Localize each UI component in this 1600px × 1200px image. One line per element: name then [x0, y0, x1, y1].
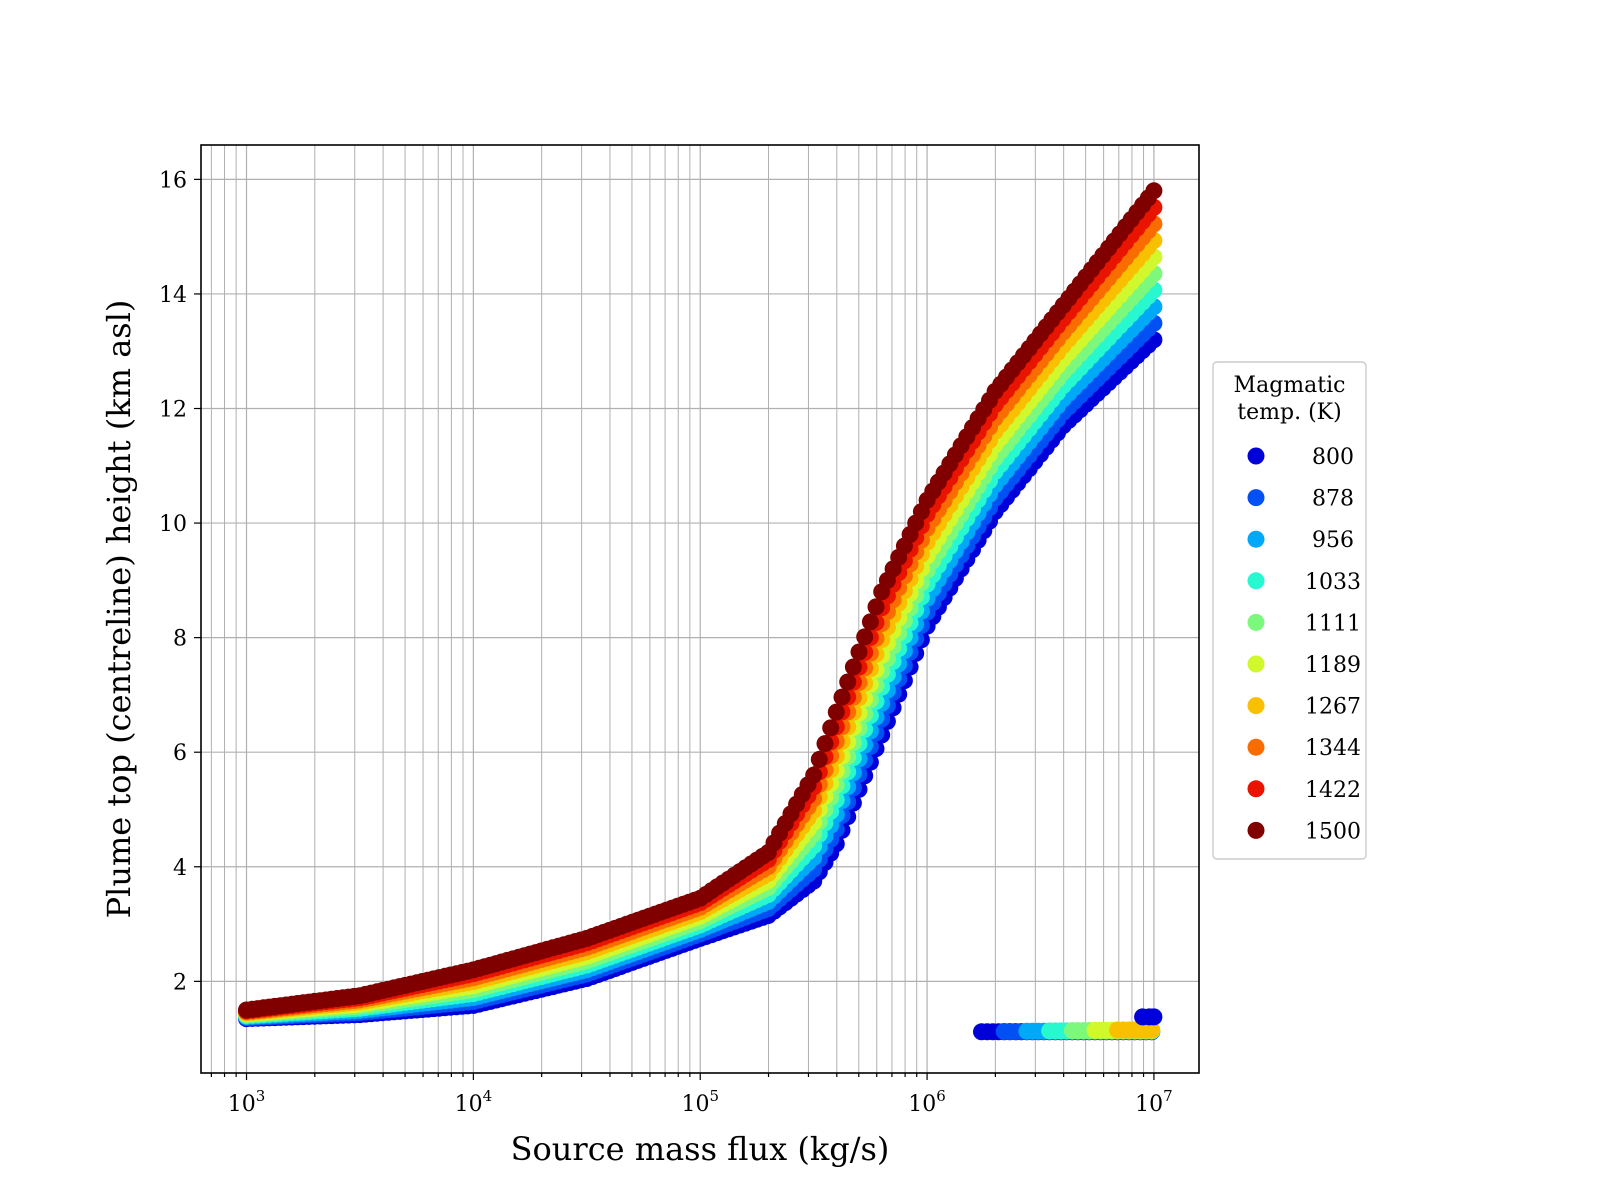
y-tick-label: 8 [173, 627, 187, 652]
data-point [810, 750, 828, 768]
data-point [861, 613, 879, 631]
y-tick-label: 4 [173, 856, 187, 881]
legend-marker [1247, 530, 1265, 548]
y-tick-label: 6 [173, 741, 187, 766]
legend-label: 878 [1312, 487, 1354, 512]
legend-box [1212, 361, 1367, 860]
legend-item-956: 956 [1247, 528, 1354, 553]
legend-marker [1247, 572, 1265, 590]
x-axis-label: Source mass flux (kg/s) [511, 1130, 890, 1168]
x-tick-label: 104 [455, 1087, 493, 1117]
legend-marker [1247, 613, 1265, 631]
data-point [856, 628, 874, 646]
low-branch-upturn [1134, 1008, 1163, 1026]
y-tick-label: 10 [159, 512, 187, 537]
legend-item-800: 800 [1247, 445, 1354, 470]
legend: Magmatic temp. (K) 800 878 956 1033 1111 1189… [1212, 361, 1367, 860]
legend-label: 1500 [1305, 819, 1361, 844]
y-tick-label: 16 [159, 168, 187, 193]
legend-marker [1247, 447, 1265, 465]
data-point [839, 673, 857, 691]
legend-marker [1247, 697, 1265, 715]
legend-label: 1267 [1305, 695, 1361, 720]
x-tick-label: 107 [1135, 1087, 1173, 1117]
x-tick-label: 106 [908, 1087, 946, 1117]
legend-item-1500: 1500 [1247, 819, 1361, 844]
legend-label: 1344 [1305, 736, 1361, 761]
data-point [816, 735, 834, 753]
x-tick-label: 103 [228, 1087, 266, 1117]
y-axis-label: Plume top (centreline) height (km asl) [100, 300, 138, 919]
legend-label: 1111 [1305, 611, 1361, 636]
y-tick-label: 14 [159, 283, 187, 308]
data-point [805, 766, 823, 784]
low-branch-1267 [1109, 1021, 1161, 1039]
legend-item-878: 878 [1247, 487, 1354, 512]
y-tick-label: 2 [173, 970, 187, 995]
data-point [844, 658, 862, 676]
data-point [822, 719, 840, 737]
x-tick-label: 105 [681, 1087, 719, 1117]
data-points [238, 182, 1163, 1041]
axis-ticks: 103 104 105 106 107 2 4 6 8 10 12 14 16 [159, 168, 1173, 1117]
series-1500 [238, 182, 1163, 1019]
data-point [827, 703, 845, 721]
legend-title-line1: Magmatic [1234, 373, 1346, 398]
data-point [867, 598, 885, 616]
legend-item-1344: 1344 [1247, 736, 1361, 761]
data-point [850, 643, 868, 661]
legend-marker [1247, 821, 1265, 839]
legend-item-1033: 1033 [1247, 570, 1361, 595]
legend-title-line2: temp. (K) [1237, 400, 1341, 425]
legend-marker [1247, 489, 1265, 507]
data-point [1145, 182, 1163, 200]
data-point [1143, 1021, 1161, 1039]
legend-label: 800 [1312, 445, 1354, 470]
legend-label: 1422 [1305, 778, 1361, 803]
legend-item-1422: 1422 [1247, 778, 1361, 803]
legend-item-1111: 1111 [1247, 611, 1361, 636]
data-point [833, 688, 851, 706]
legend-item-1189: 1189 [1247, 653, 1361, 678]
legend-marker [1247, 738, 1265, 756]
legend-label: 956 [1312, 528, 1354, 553]
y-tick-label: 12 [159, 398, 187, 423]
legend-label: 1033 [1305, 570, 1361, 595]
legend-marker [1247, 780, 1265, 798]
legend-marker [1247, 655, 1265, 673]
legend-item-1267: 1267 [1247, 695, 1361, 720]
legend-label: 1189 [1305, 653, 1361, 678]
data-point [1145, 1008, 1163, 1026]
